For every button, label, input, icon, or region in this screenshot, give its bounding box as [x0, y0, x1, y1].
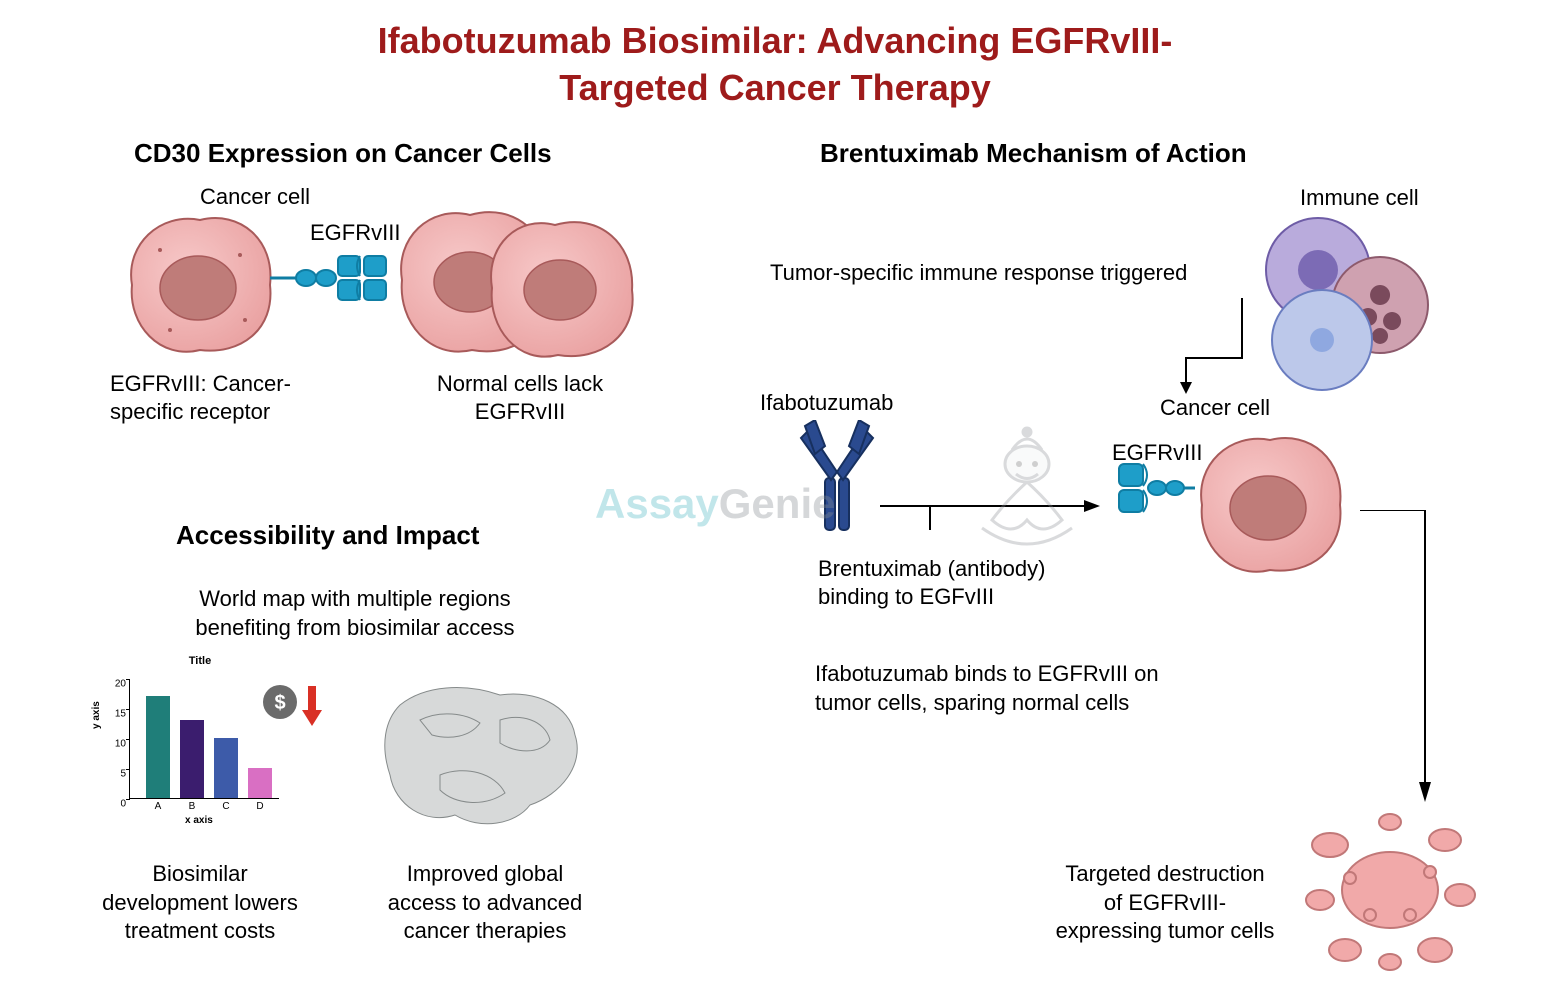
world-map-icon — [370, 665, 600, 845]
binding-text: Brentuximab (antibody) binding to EGFvII… — [818, 555, 1045, 610]
chart-ytick: 15 — [110, 709, 126, 720]
chart-bar — [146, 696, 170, 798]
svg-text:$: $ — [274, 692, 285, 714]
chart-ytick: 5 — [110, 769, 126, 780]
chart-plot: 05101520ABCD — [129, 679, 279, 799]
map-subcaption: Improved global access to advanced cance… — [370, 860, 600, 946]
immune-cell-label: Immune cell — [1300, 185, 1419, 211]
watermark: AssayGenie — [595, 480, 835, 528]
normal-cells-illustration — [390, 190, 640, 380]
chart-bar — [214, 738, 238, 798]
chart-ytick: 10 — [110, 739, 126, 750]
section3-title: Accessibility and Impact — [176, 520, 479, 551]
page-title: Ifabotuzumab Biosimilar: Advancing EGFRv… — [0, 0, 1550, 112]
chart-ytick: 0 — [110, 799, 126, 810]
egfrviii-receptor-1 — [268, 250, 388, 320]
cancer-cell-illustration — [110, 200, 290, 370]
arrow-down-destruction — [1355, 510, 1445, 810]
chart-xtick: A — [155, 801, 162, 812]
egfrviii-desc: EGFRvIII: Cancer- specific receptor — [110, 370, 291, 425]
watermark-genie-icon — [972, 420, 1092, 560]
destruction-text: Targeted destruction of EGFRvIII- expres… — [1045, 860, 1285, 946]
chart-title: Title — [95, 655, 305, 667]
section2-title: Brentuximab Mechanism of Action — [820, 138, 1247, 169]
arrow-immune-down — [1168, 298, 1258, 398]
cancer-cell-label-2: Cancer cell — [1160, 395, 1270, 421]
dollar-down-icon: $ — [260, 680, 330, 730]
chart-xlabel: x axis — [185, 815, 213, 826]
chart-xtick: D — [256, 801, 263, 812]
chart-bar — [248, 768, 272, 798]
title-line-2: Targeted Cancer Therapy — [559, 67, 990, 108]
normal-cells-desc: Normal cells lack EGFRvIII — [420, 370, 620, 425]
chart-ylabel: y axis — [91, 701, 102, 729]
chart-xtick: C — [222, 801, 229, 812]
ifabo-label: Ifabotuzumab — [760, 390, 893, 416]
chart-xtick: B — [189, 801, 196, 812]
lysed-cell-illustration — [1290, 800, 1490, 980]
spare-text: Ifabotuzumab binds to EGFRvIII on tumor … — [815, 660, 1159, 717]
cancer-cell-2 — [1180, 420, 1360, 590]
section1-title: CD30 Expression on Cancer Cells — [134, 138, 552, 169]
chart-bar — [180, 720, 204, 798]
egfrviii-receptor-2 — [1085, 460, 1195, 540]
map-caption: World map with multiple regions benefiti… — [145, 585, 565, 642]
immune-cells-illustration — [1240, 210, 1450, 400]
trigger-text: Tumor-specific immune response triggered — [770, 260, 1187, 286]
title-line-1: Ifabotuzumab Biosimilar: Advancing EGFRv… — [378, 20, 1173, 61]
chart-ytick: 20 — [110, 679, 126, 690]
chart-subcaption: Biosimilar development lowers treatment … — [85, 860, 315, 946]
egfrviii-label-1: EGFRvIII — [310, 220, 400, 246]
